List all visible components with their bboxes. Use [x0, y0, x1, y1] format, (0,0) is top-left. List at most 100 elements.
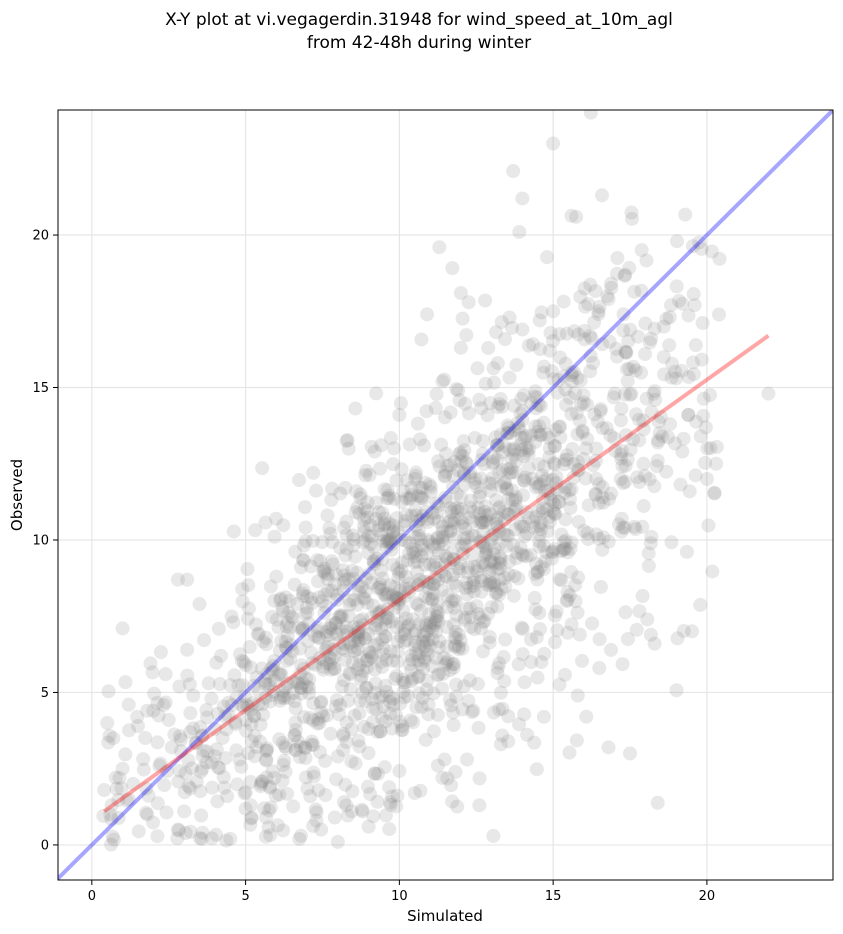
data-point	[251, 684, 266, 699]
data-point	[347, 644, 362, 659]
data-point	[273, 690, 288, 705]
data-point	[615, 657, 630, 672]
data-point	[558, 480, 573, 495]
data-point	[527, 520, 542, 535]
data-point	[507, 423, 522, 438]
data-point	[369, 605, 384, 620]
data-point	[281, 690, 296, 705]
data-point	[370, 724, 385, 739]
data-point	[390, 634, 405, 649]
data-point	[523, 548, 538, 563]
data-point	[583, 348, 598, 363]
data-point	[411, 528, 426, 543]
data-point	[408, 634, 423, 649]
data-point	[639, 253, 654, 268]
data-point	[263, 780, 278, 795]
data-point	[544, 364, 559, 379]
x-axis-label: Simulated	[407, 907, 483, 925]
data-point	[559, 448, 574, 463]
data-point	[421, 707, 436, 722]
data-point	[429, 496, 444, 511]
data-point	[476, 515, 490, 530]
data-point	[549, 476, 564, 491]
data-point	[376, 641, 391, 656]
data-point	[327, 661, 342, 676]
data-point	[294, 681, 309, 696]
data-point	[472, 771, 487, 786]
data-point	[580, 397, 595, 412]
data-point	[521, 510, 536, 525]
data-point	[410, 577, 425, 592]
data-point	[535, 468, 550, 483]
data-point	[502, 465, 517, 480]
data-point	[402, 437, 417, 452]
data-point	[345, 528, 360, 543]
data-point	[367, 557, 382, 572]
data-point	[366, 700, 381, 715]
data-point	[352, 649, 367, 664]
data-point	[350, 662, 365, 677]
data-point	[438, 557, 453, 572]
data-point	[392, 591, 407, 606]
data-point	[618, 345, 633, 360]
data-point	[417, 629, 432, 644]
data-point	[359, 680, 374, 695]
data-point	[407, 786, 422, 801]
data-point	[158, 695, 173, 710]
data-point	[440, 588, 455, 603]
data-point	[212, 761, 227, 776]
data-point	[214, 648, 228, 663]
data-point	[564, 368, 579, 383]
data-point	[622, 260, 637, 275]
data-point	[480, 577, 495, 592]
data-point	[486, 450, 501, 465]
data-point	[577, 323, 592, 338]
data-point	[528, 602, 543, 617]
data-point	[244, 734, 259, 749]
data-point	[392, 764, 407, 779]
data-point	[446, 718, 461, 733]
data-point	[115, 621, 130, 636]
data-point	[280, 676, 295, 691]
data-point	[467, 572, 481, 587]
data-point	[530, 424, 545, 439]
data-point	[616, 323, 631, 338]
data-point	[681, 308, 696, 323]
data-point	[312, 650, 327, 665]
data-point	[459, 601, 474, 616]
data-point	[448, 624, 463, 639]
data-point	[476, 457, 491, 472]
data-point	[446, 552, 461, 567]
data-point	[337, 652, 352, 667]
data-point	[131, 824, 146, 839]
data-point	[408, 638, 423, 653]
data-point	[422, 639, 437, 654]
data-point	[257, 676, 272, 691]
data-point	[472, 506, 487, 521]
data-point	[315, 594, 330, 609]
data-point	[445, 705, 460, 720]
data-point	[430, 758, 445, 773]
data-point	[200, 710, 215, 725]
data-point	[463, 465, 478, 480]
data-point	[314, 822, 329, 837]
data-point	[267, 654, 282, 669]
data-point	[246, 708, 261, 723]
data-point	[506, 504, 521, 519]
y-tick-label: 20	[32, 229, 49, 244]
data-point	[431, 614, 446, 629]
data-point	[434, 583, 449, 598]
data-point	[432, 459, 447, 474]
grid-lines	[58, 110, 833, 880]
data-point	[454, 519, 469, 534]
data-point	[516, 388, 531, 403]
data-point	[327, 661, 342, 676]
data-point	[418, 732, 433, 747]
data-point	[478, 376, 493, 391]
data-point	[233, 647, 248, 662]
data-point	[167, 727, 182, 742]
regression-line	[102, 334, 770, 814]
data-point	[419, 682, 434, 697]
data-point	[430, 707, 445, 722]
